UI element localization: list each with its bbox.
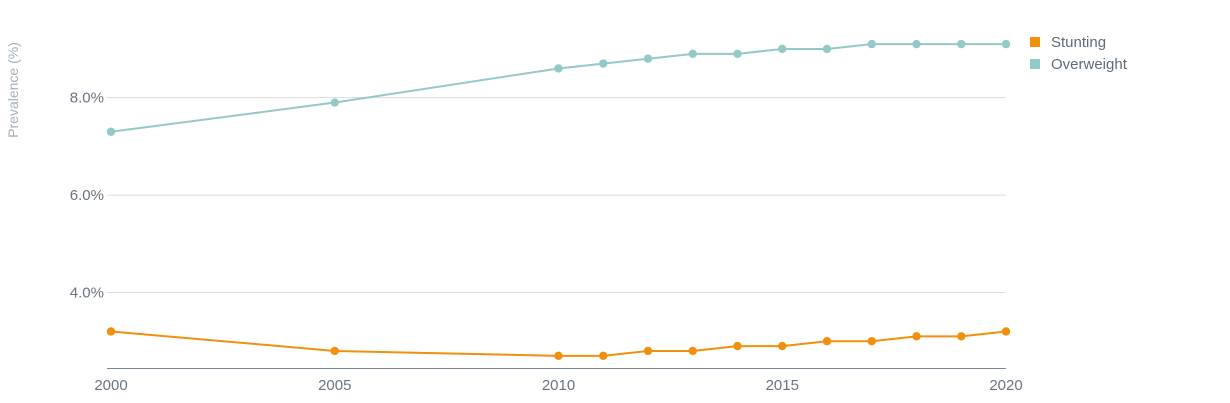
legend-item[interactable]: Stunting — [1030, 34, 1106, 51]
data-point[interactable] — [912, 39, 921, 49]
data-point[interactable] — [957, 332, 966, 341]
legend: Stunting Overweight — [1030, 34, 1128, 73]
data-point[interactable] — [733, 49, 742, 59]
legend-swatch — [1030, 37, 1040, 47]
y-tick-label: 8.0% — [70, 90, 104, 107]
legend-swatch — [1030, 59, 1040, 69]
x-tick-label: 2015 — [766, 377, 799, 394]
legend-item[interactable]: Overweight — [1030, 56, 1128, 73]
series-layer — [106, 39, 1011, 361]
y-tick-label: 4.0% — [70, 285, 104, 302]
x-tick-label: 2005 — [318, 377, 351, 394]
gridlines — [107, 97, 1006, 294]
data-point[interactable] — [912, 332, 921, 341]
data-point[interactable] — [599, 59, 608, 68]
data-point[interactable] — [599, 351, 608, 361]
data-point[interactable] — [867, 337, 876, 346]
data-point[interactable] — [1001, 327, 1011, 336]
x-axis-ticks: 2000 2005 2010 2015 2020 — [94, 377, 1022, 394]
data-point[interactable] — [554, 64, 563, 73]
data-point[interactable] — [822, 44, 832, 54]
data-point[interactable] — [867, 39, 876, 49]
data-point[interactable] — [330, 346, 339, 356]
data-point[interactable] — [957, 39, 966, 49]
data-point[interactable] — [330, 98, 339, 107]
series-stunting — [106, 327, 1011, 361]
data-point[interactable] — [1001, 39, 1011, 49]
data-point[interactable] — [822, 337, 832, 346]
x-tick-label: 2020 — [989, 377, 1022, 394]
x-tick-label: 2010 — [542, 377, 575, 394]
data-point[interactable] — [778, 44, 787, 54]
series-overweight — [106, 39, 1011, 136]
data-point[interactable] — [106, 327, 116, 336]
data-point[interactable] — [688, 346, 697, 356]
y-axis-ticks: 4.0% 6.0% 8.0% — [70, 90, 104, 302]
data-point[interactable] — [778, 341, 787, 351]
data-point[interactable] — [643, 54, 653, 63]
data-point[interactable] — [643, 346, 653, 356]
y-tick-label: 6.0% — [70, 187, 104, 204]
legend-label: Stunting — [1051, 34, 1106, 51]
x-tick-label: 2000 — [94, 377, 127, 394]
legend-label: Overweight — [1051, 56, 1128, 73]
data-point[interactable] — [106, 127, 116, 136]
data-point[interactable] — [733, 341, 742, 351]
y-axis-label: Prevalence (%) — [5, 42, 21, 138]
series-line — [110, 43, 1007, 133]
data-point[interactable] — [554, 351, 563, 361]
data-point[interactable] — [688, 49, 697, 59]
